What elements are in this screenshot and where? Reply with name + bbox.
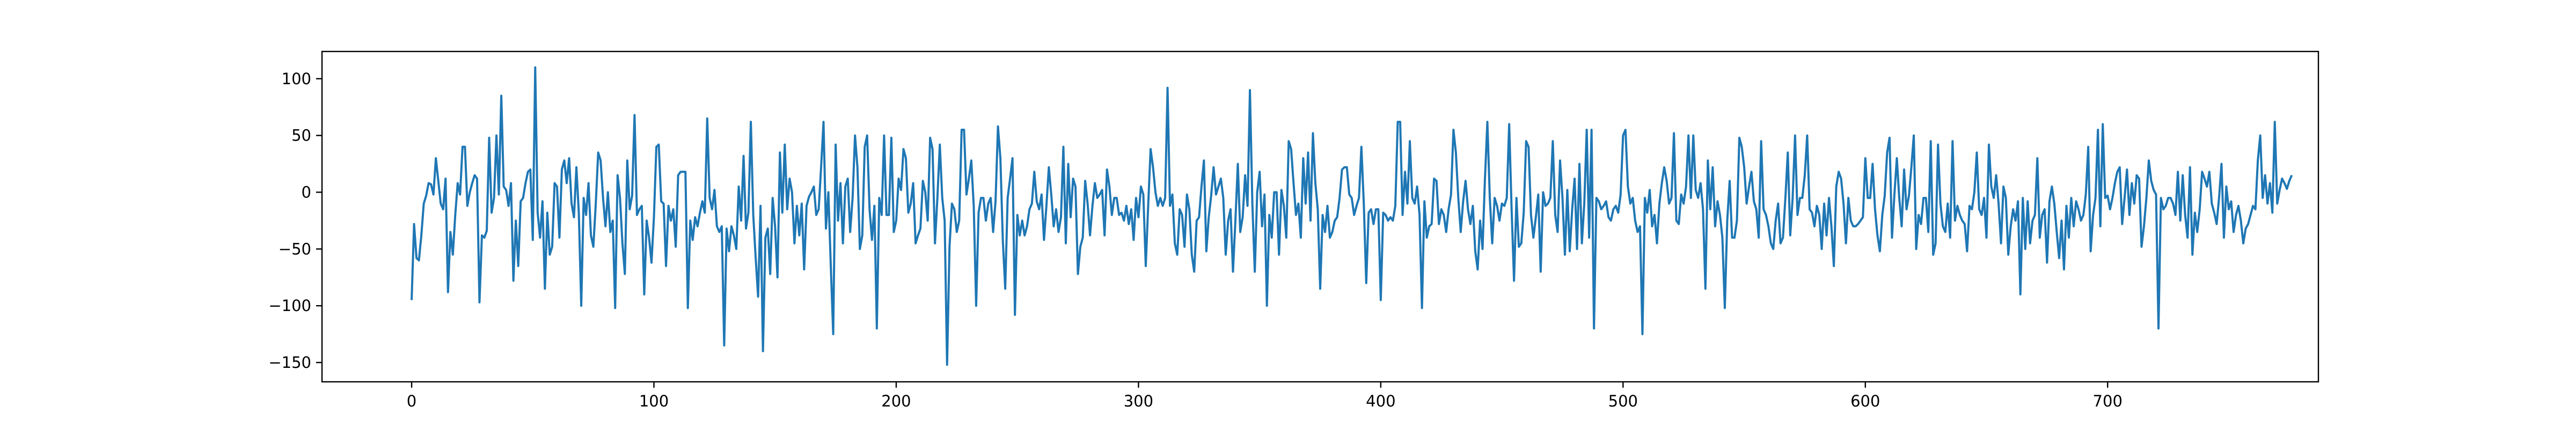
y-tick-label: 50	[291, 127, 311, 145]
x-tick-label: 700	[2093, 392, 2123, 410]
x-tick-label: 500	[1608, 392, 1638, 410]
plot-area	[411, 66, 2293, 366]
y-tick-label: 100	[282, 70, 311, 88]
y-tick-label: −100	[268, 297, 311, 315]
y-tick-label: −50	[279, 240, 311, 258]
axes-frame	[321, 50, 2319, 383]
y-tick-label: 0	[302, 183, 311, 201]
y-axis-ticks: −150 −100 −50 0 50 100	[268, 70, 322, 372]
x-tick-label: 200	[881, 392, 911, 410]
x-tick-label: 300	[1124, 392, 1153, 410]
x-tick-label: 600	[1850, 392, 1880, 410]
series-line-0	[411, 66, 2293, 366]
x-tick-label: 100	[639, 392, 669, 410]
x-tick-label: 400	[1366, 392, 1395, 410]
y-tick-label: −150	[268, 353, 311, 372]
x-tick-label: 0	[407, 392, 416, 410]
x-axis-ticks: 0 100 200 300 400 500 600 700	[407, 382, 2123, 410]
